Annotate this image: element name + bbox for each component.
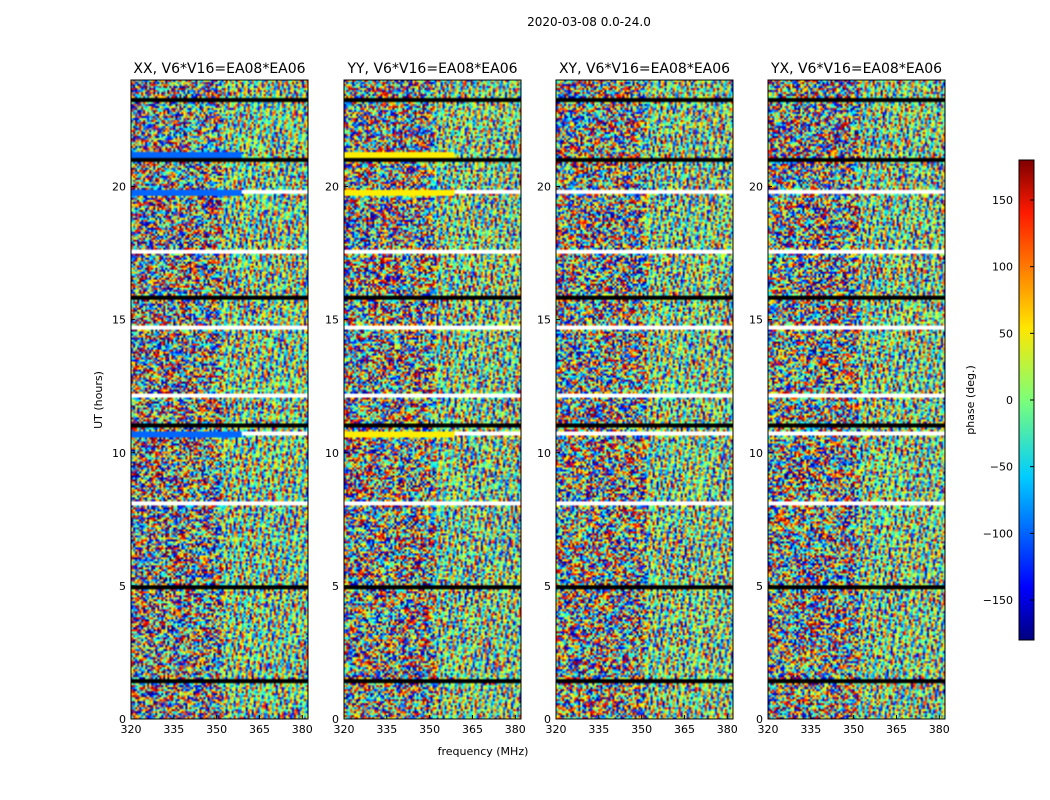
y-tick-label: 0	[119, 713, 126, 726]
colorbar-tick-label: 100	[992, 261, 1013, 274]
x-tick-label: 335	[800, 723, 821, 736]
y-tick-label: 5	[119, 580, 126, 593]
x-tick-label: 380	[717, 723, 738, 736]
panel-4: YX, V6*V16=EA08*EA06 320 335 350 365 380 0 5 10 1…	[749, 61, 950, 736]
x-tick-label: 350	[206, 723, 227, 736]
y-tick-label: 10	[537, 447, 551, 460]
x-tick-label: 320	[758, 723, 779, 736]
x-tick-label: 320	[121, 723, 142, 736]
panel-title: YY, V6*V16=EA08*EA06	[346, 61, 517, 77]
y-tick-label: 5	[544, 580, 551, 593]
x-tick-label: 335	[588, 723, 609, 736]
x-tick-label: 380	[292, 723, 313, 736]
x-tick-label: 380	[929, 723, 950, 736]
panel-frame	[130, 79, 309, 720]
y-tick-label: 15	[749, 314, 763, 327]
y-tick-label: 10	[325, 447, 339, 460]
y-tick-label: 5	[756, 580, 763, 593]
colorbar: 150 100 50 0 −50 −100 −150	[983, 159, 1035, 641]
x-tick-label: 365	[886, 723, 907, 736]
y-tick-label: 15	[325, 314, 339, 327]
colorbar-tick-label: 50	[999, 327, 1013, 340]
y-tick-label: 20	[112, 181, 126, 194]
y-tick-label: 20	[749, 181, 763, 194]
y-tick-label: 0	[332, 713, 339, 726]
colorbar-tick-label: −150	[983, 594, 1013, 607]
y-tick-label: 10	[112, 447, 126, 460]
x-tick-label: 365	[674, 723, 695, 736]
y-tick-label: 15	[537, 314, 551, 327]
panel-heatmap	[768, 80, 945, 719]
panel-title: YX, V6*V16=EA08*EA06	[770, 61, 942, 77]
panel-heatmap	[131, 80, 308, 719]
y-tick-label: 20	[325, 181, 339, 194]
panel-frame	[343, 79, 522, 720]
y-tick-label: 15	[112, 314, 126, 327]
x-tick-label: 320	[334, 723, 355, 736]
panel-heatmap	[556, 80, 733, 719]
panel-frame	[767, 79, 946, 720]
x-tick-label: 350	[843, 723, 864, 736]
y-tick-label: 0	[544, 713, 551, 726]
panel-title: XX, V6*V16=EA08*EA06	[133, 61, 305, 77]
x-tick-label: 365	[462, 723, 483, 736]
panel-3: XY, V6*V16=EA08*EA06 320 335 350 365 380 0 5 10 1…	[537, 61, 738, 736]
x-tick-label: 350	[419, 723, 440, 736]
y-tick-label: 0	[756, 713, 763, 726]
x-tick-label: 335	[163, 723, 184, 736]
panel-title: XY, V6*V16=EA08*EA06	[559, 61, 730, 77]
panel-heatmap	[344, 80, 521, 719]
y-tick-label: 5	[332, 580, 339, 593]
y-axis-label: UT (hours)	[92, 371, 105, 429]
x-tick-label: 320	[546, 723, 567, 736]
x-tick-label: 350	[631, 723, 652, 736]
panel-frame	[555, 79, 734, 720]
y-tick-label: 20	[537, 181, 551, 194]
x-tick-label: 335	[376, 723, 397, 736]
x-axis-label: frequency (MHz)	[438, 745, 529, 758]
colorbar-tick-label: 150	[992, 194, 1013, 207]
colorbar-label: phase (deg.)	[964, 365, 977, 435]
panel-2: YY, V6*V16=EA08*EA06 320 335 350 365 380 0 5 10 1…	[325, 61, 526, 736]
x-tick-label: 380	[505, 723, 526, 736]
panels-group: XX, V6*V16=EA08*EA06 320 335 350 365 380 0 5 10 1…	[112, 61, 950, 736]
colorbar-tick-label: −100	[983, 527, 1013, 540]
figure-suptitle: 2020-03-08 0.0-24.0	[527, 15, 651, 29]
y-tick-label: 10	[749, 447, 763, 460]
panel-1: XX, V6*V16=EA08*EA06 320 335 350 365 380 0 5 10 1…	[112, 61, 313, 736]
x-tick-label: 365	[249, 723, 270, 736]
colorbar-tick-label: −50	[990, 461, 1013, 474]
colorbar-tick-label: 0	[1006, 394, 1013, 407]
